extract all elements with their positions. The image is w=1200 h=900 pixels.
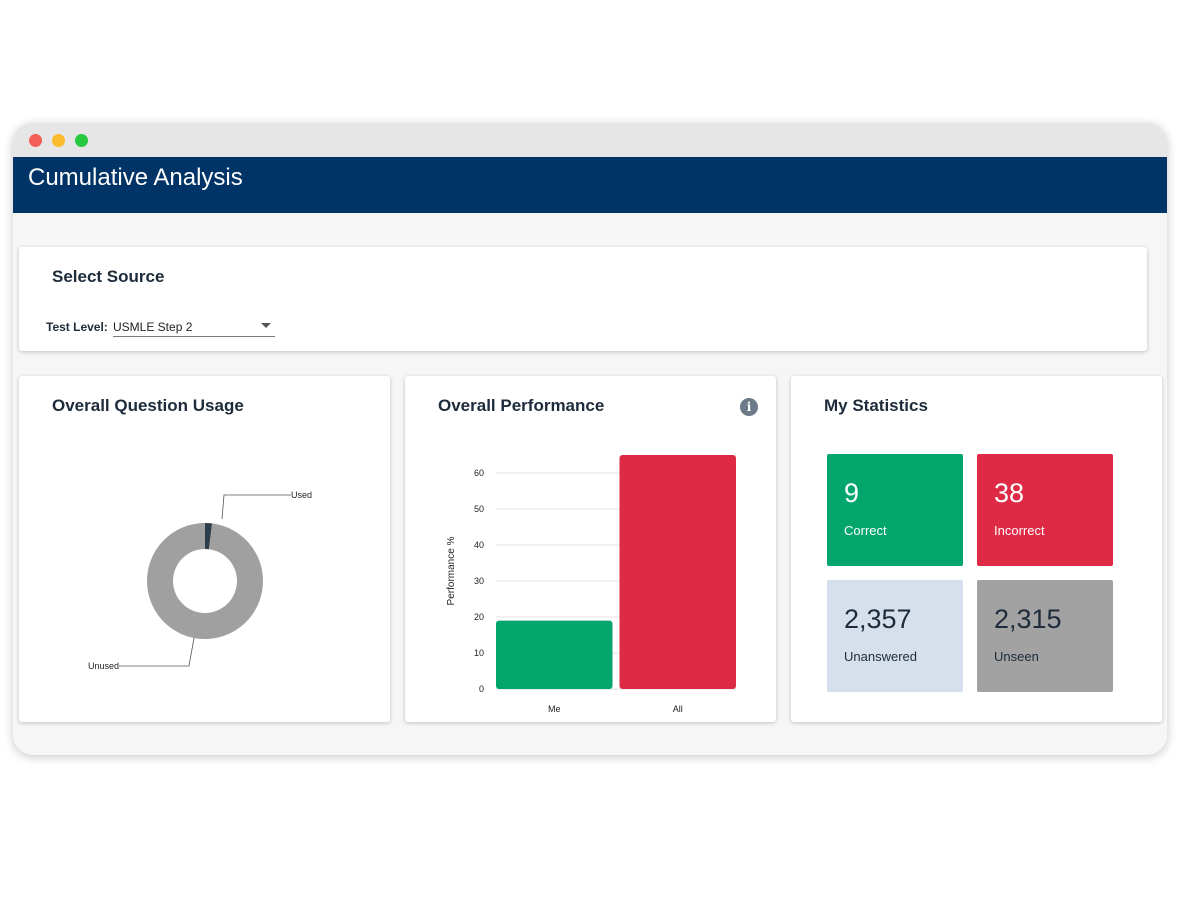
- my-statistics-card: My Statistics 9 Correct 38 Incorrect 2,3…: [791, 376, 1162, 722]
- used-leader-line: [221, 494, 291, 520]
- question-usage-title: Overall Question Usage: [52, 396, 244, 415]
- donut-slice-used[interactable]: [205, 523, 213, 550]
- correct-label: Correct: [844, 523, 887, 538]
- y-tick-label: 30: [474, 576, 484, 586]
- y-axis-label: Performance %: [446, 536, 457, 605]
- question-usage-card: Overall Question Usage Used Unused: [19, 376, 390, 722]
- x-tick-label: Me: [548, 704, 561, 714]
- test-level-select[interactable]: USMLE Step 2: [113, 316, 275, 337]
- performance-bar-chart: 0 10 20 30 40 50 60 Me All Performance %: [446, 455, 737, 714]
- select-source-card: Select Source Test Level: USMLE Step 2: [19, 247, 1147, 351]
- chevron-down-icon: [261, 323, 271, 328]
- donut-slice-unused[interactable]: [147, 523, 263, 639]
- incorrect-count: 38: [994, 478, 1025, 508]
- info-icon[interactable]: i: [740, 398, 758, 416]
- usage-donut-chart: Used Unused: [88, 490, 312, 671]
- correct-count: 9: [844, 478, 860, 508]
- slice-label-unused: Unused: [88, 661, 119, 671]
- app-header: Cumulative Analysis: [13, 157, 1167, 213]
- window-titlebar: [13, 123, 1167, 157]
- y-tick-label: 20: [474, 612, 484, 622]
- page-title: Cumulative Analysis: [28, 164, 243, 191]
- incorrect-stat-tile[interactable]: 38 Incorrect: [977, 454, 1113, 566]
- browser-window: Cumulative Analysis Select Source Test L…: [13, 123, 1167, 755]
- test-level-label: Test Level:: [46, 320, 108, 334]
- my-statistics-title: My Statistics: [824, 396, 928, 415]
- bar-me[interactable]: [496, 620, 613, 689]
- y-tick-label: 10: [474, 648, 484, 658]
- unseen-stat-tile[interactable]: 2,315 Unseen: [977, 580, 1113, 692]
- bar-all[interactable]: [619, 455, 737, 689]
- unanswered-label: Unanswered: [844, 649, 917, 664]
- slice-label-used: Used: [291, 490, 312, 500]
- unseen-count: 2,315: [994, 604, 1062, 634]
- y-tick-label: 40: [474, 540, 484, 550]
- unanswered-stat-tile[interactable]: 2,357 Unanswered: [827, 580, 963, 692]
- y-tick-label: 0: [479, 684, 484, 694]
- incorrect-label: Incorrect: [994, 523, 1045, 538]
- overall-performance-title: Overall Performance: [438, 396, 605, 415]
- unanswered-count: 2,357: [844, 604, 912, 634]
- maximize-window-button[interactable]: [75, 134, 88, 147]
- close-window-button[interactable]: [29, 134, 42, 147]
- correct-stat-tile[interactable]: 9 Correct: [827, 454, 963, 566]
- test-level-value: USMLE Step 2: [113, 320, 193, 334]
- overall-performance-card: Overall Performance i 0 10 20 30 40 50 60 Me Al…: [405, 376, 776, 722]
- x-tick-label: All: [673, 704, 683, 714]
- y-tick-label: 60: [474, 468, 484, 478]
- minimize-window-button[interactable]: [52, 134, 65, 147]
- y-tick-label: 50: [474, 504, 484, 514]
- unseen-label: Unseen: [994, 649, 1039, 664]
- unused-leader-line: [119, 637, 195, 667]
- select-source-title: Select Source: [52, 267, 165, 286]
